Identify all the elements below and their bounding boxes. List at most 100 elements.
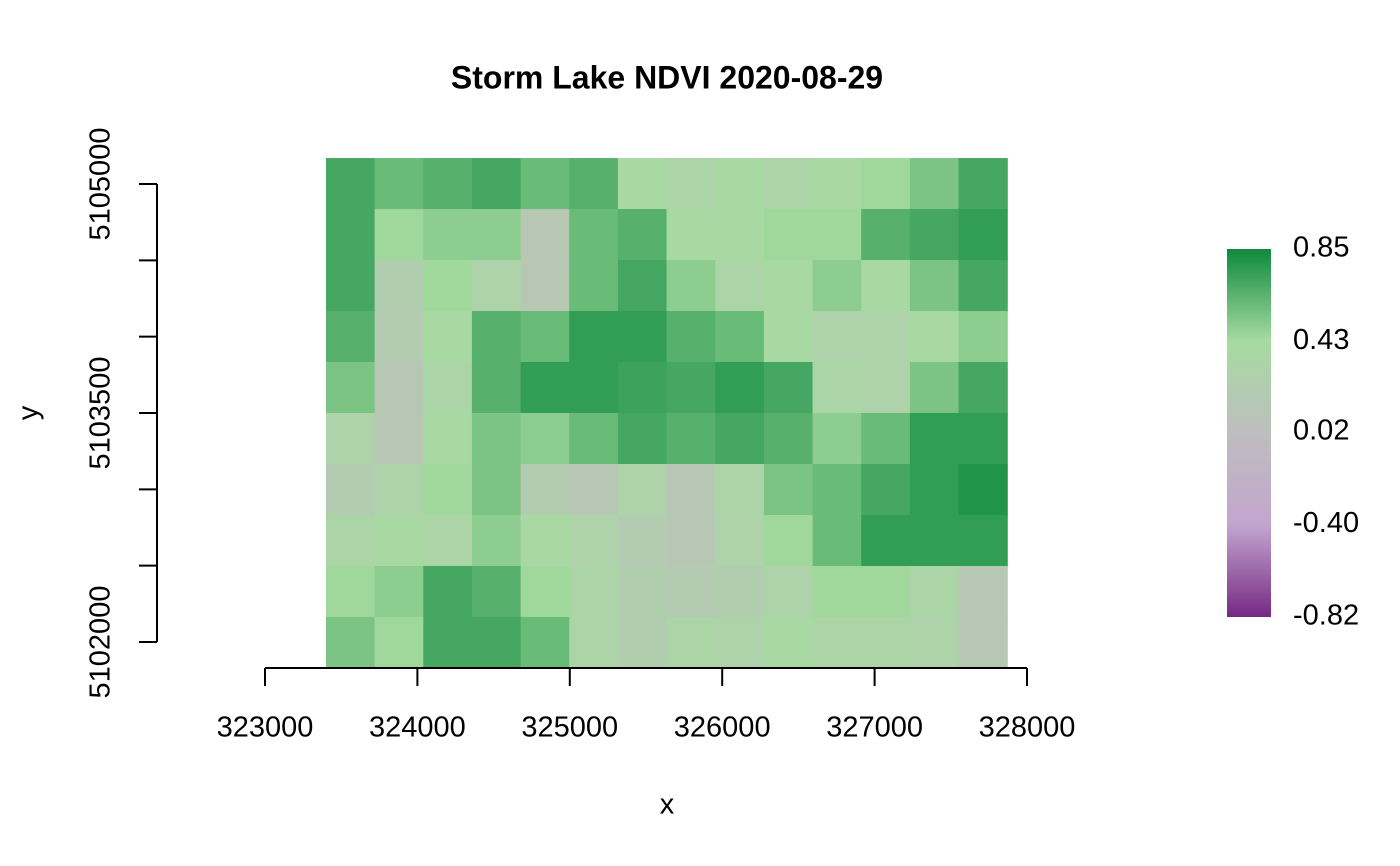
raster-cell: [423, 616, 473, 669]
raster-cell: [715, 514, 765, 567]
raster-cell: [569, 158, 619, 210]
raster-cell: [374, 209, 424, 261]
raster-cell: [861, 209, 911, 261]
raster-cell: [374, 158, 424, 210]
raster-cell: [325, 362, 376, 414]
raster-cell: [423, 311, 473, 363]
raster-cell: [909, 209, 960, 261]
raster-cell: [715, 463, 765, 516]
raster-cell: [520, 514, 570, 567]
raster-cell: [666, 616, 716, 669]
raster-cell: [666, 565, 716, 618]
raster-cell: [520, 413, 570, 465]
raster-cell: [763, 158, 814, 210]
raster-cell: [325, 311, 376, 363]
raster-cell: [958, 209, 1008, 261]
raster-cell: [617, 565, 668, 618]
colorbar-tick-label: -0.40: [1293, 507, 1359, 539]
raster-cell: [325, 413, 376, 465]
raster-cell: [374, 463, 424, 516]
raster-cell: [763, 362, 814, 414]
raster-cell: [569, 260, 619, 312]
raster-cell: [666, 209, 716, 261]
raster-cell: [520, 463, 570, 516]
raster-cell: [325, 158, 376, 210]
x-tick-label: 325000: [521, 712, 618, 744]
raster-cell: [909, 463, 960, 516]
raster-cell: [812, 514, 862, 567]
y-tick-label: 5103500: [85, 357, 117, 470]
raster-cell: [909, 514, 960, 567]
raster-cell: [909, 616, 960, 669]
raster-cell: [909, 413, 960, 465]
raster-cell: [812, 209, 862, 261]
raster-cell: [715, 311, 765, 363]
raster-cell: [958, 565, 1008, 618]
raster-cell: [325, 565, 376, 618]
raster-cell: [423, 362, 473, 414]
raster-cell: [812, 463, 862, 516]
raster-cell: [666, 311, 716, 363]
raster-cell: [909, 158, 960, 210]
raster-cell: [471, 463, 522, 516]
raster-cell: [520, 616, 570, 669]
raster-cell: [325, 209, 376, 261]
raster-cell: [666, 362, 716, 414]
raster-cell: [423, 463, 473, 516]
raster-cell: [423, 260, 473, 312]
raster-cell: [715, 565, 765, 618]
raster-cell: [520, 158, 570, 210]
chart-title: Storm Lake NDVI 2020-08-29: [451, 59, 883, 95]
raster-cell: [520, 362, 570, 414]
raster-cell: [569, 209, 619, 261]
raster-cell: [471, 362, 522, 414]
raster-cell: [569, 413, 619, 465]
raster-cell: [958, 463, 1008, 516]
raster-cell: [617, 260, 668, 312]
raster-cell: [471, 514, 522, 567]
raster-cell: [666, 158, 716, 210]
raster-cell: [471, 209, 522, 261]
raster-cell: [812, 260, 862, 312]
raster-cell: [763, 616, 814, 669]
raster-cell: [763, 311, 814, 363]
raster-cell: [861, 463, 911, 516]
raster-cell: [520, 311, 570, 363]
raster-cell: [909, 311, 960, 363]
colorbar-tick-label: 0.85: [1293, 232, 1349, 264]
raster-cell: [569, 565, 619, 618]
raster-cell: [423, 158, 473, 210]
raster-cell: [569, 362, 619, 414]
raster-cell: [909, 362, 960, 414]
raster-cell: [325, 514, 376, 567]
raster-cell: [423, 413, 473, 465]
x-tick-label: 327000: [826, 712, 923, 744]
raster-cell: [812, 362, 862, 414]
raster-cell: [861, 565, 911, 618]
colorbar-tick-label: 0.43: [1293, 324, 1349, 356]
y-tick-label: 5105000: [85, 128, 117, 241]
raster-cell: [958, 158, 1008, 210]
raster-cell: [763, 463, 814, 516]
x-tick-label: 328000: [979, 712, 1076, 744]
raster-cell: [471, 565, 522, 618]
raster-cell: [374, 514, 424, 567]
raster-cell: [958, 514, 1008, 567]
raster-cell: [325, 260, 376, 312]
raster-cell: [423, 565, 473, 618]
raster-cell: [569, 311, 619, 363]
raster-cell: [471, 158, 522, 210]
raster-cell: [909, 260, 960, 312]
raster-cell: [763, 260, 814, 312]
raster-cell: [520, 209, 570, 261]
raster-cell: [569, 514, 619, 567]
raster-cell: [763, 209, 814, 261]
raster-cell: [423, 209, 473, 261]
raster-cell: [812, 158, 862, 210]
raster-cell: [861, 413, 911, 465]
raster-cell: [715, 362, 765, 414]
colorbar: [1227, 249, 1271, 617]
raster-cell: [471, 413, 522, 465]
